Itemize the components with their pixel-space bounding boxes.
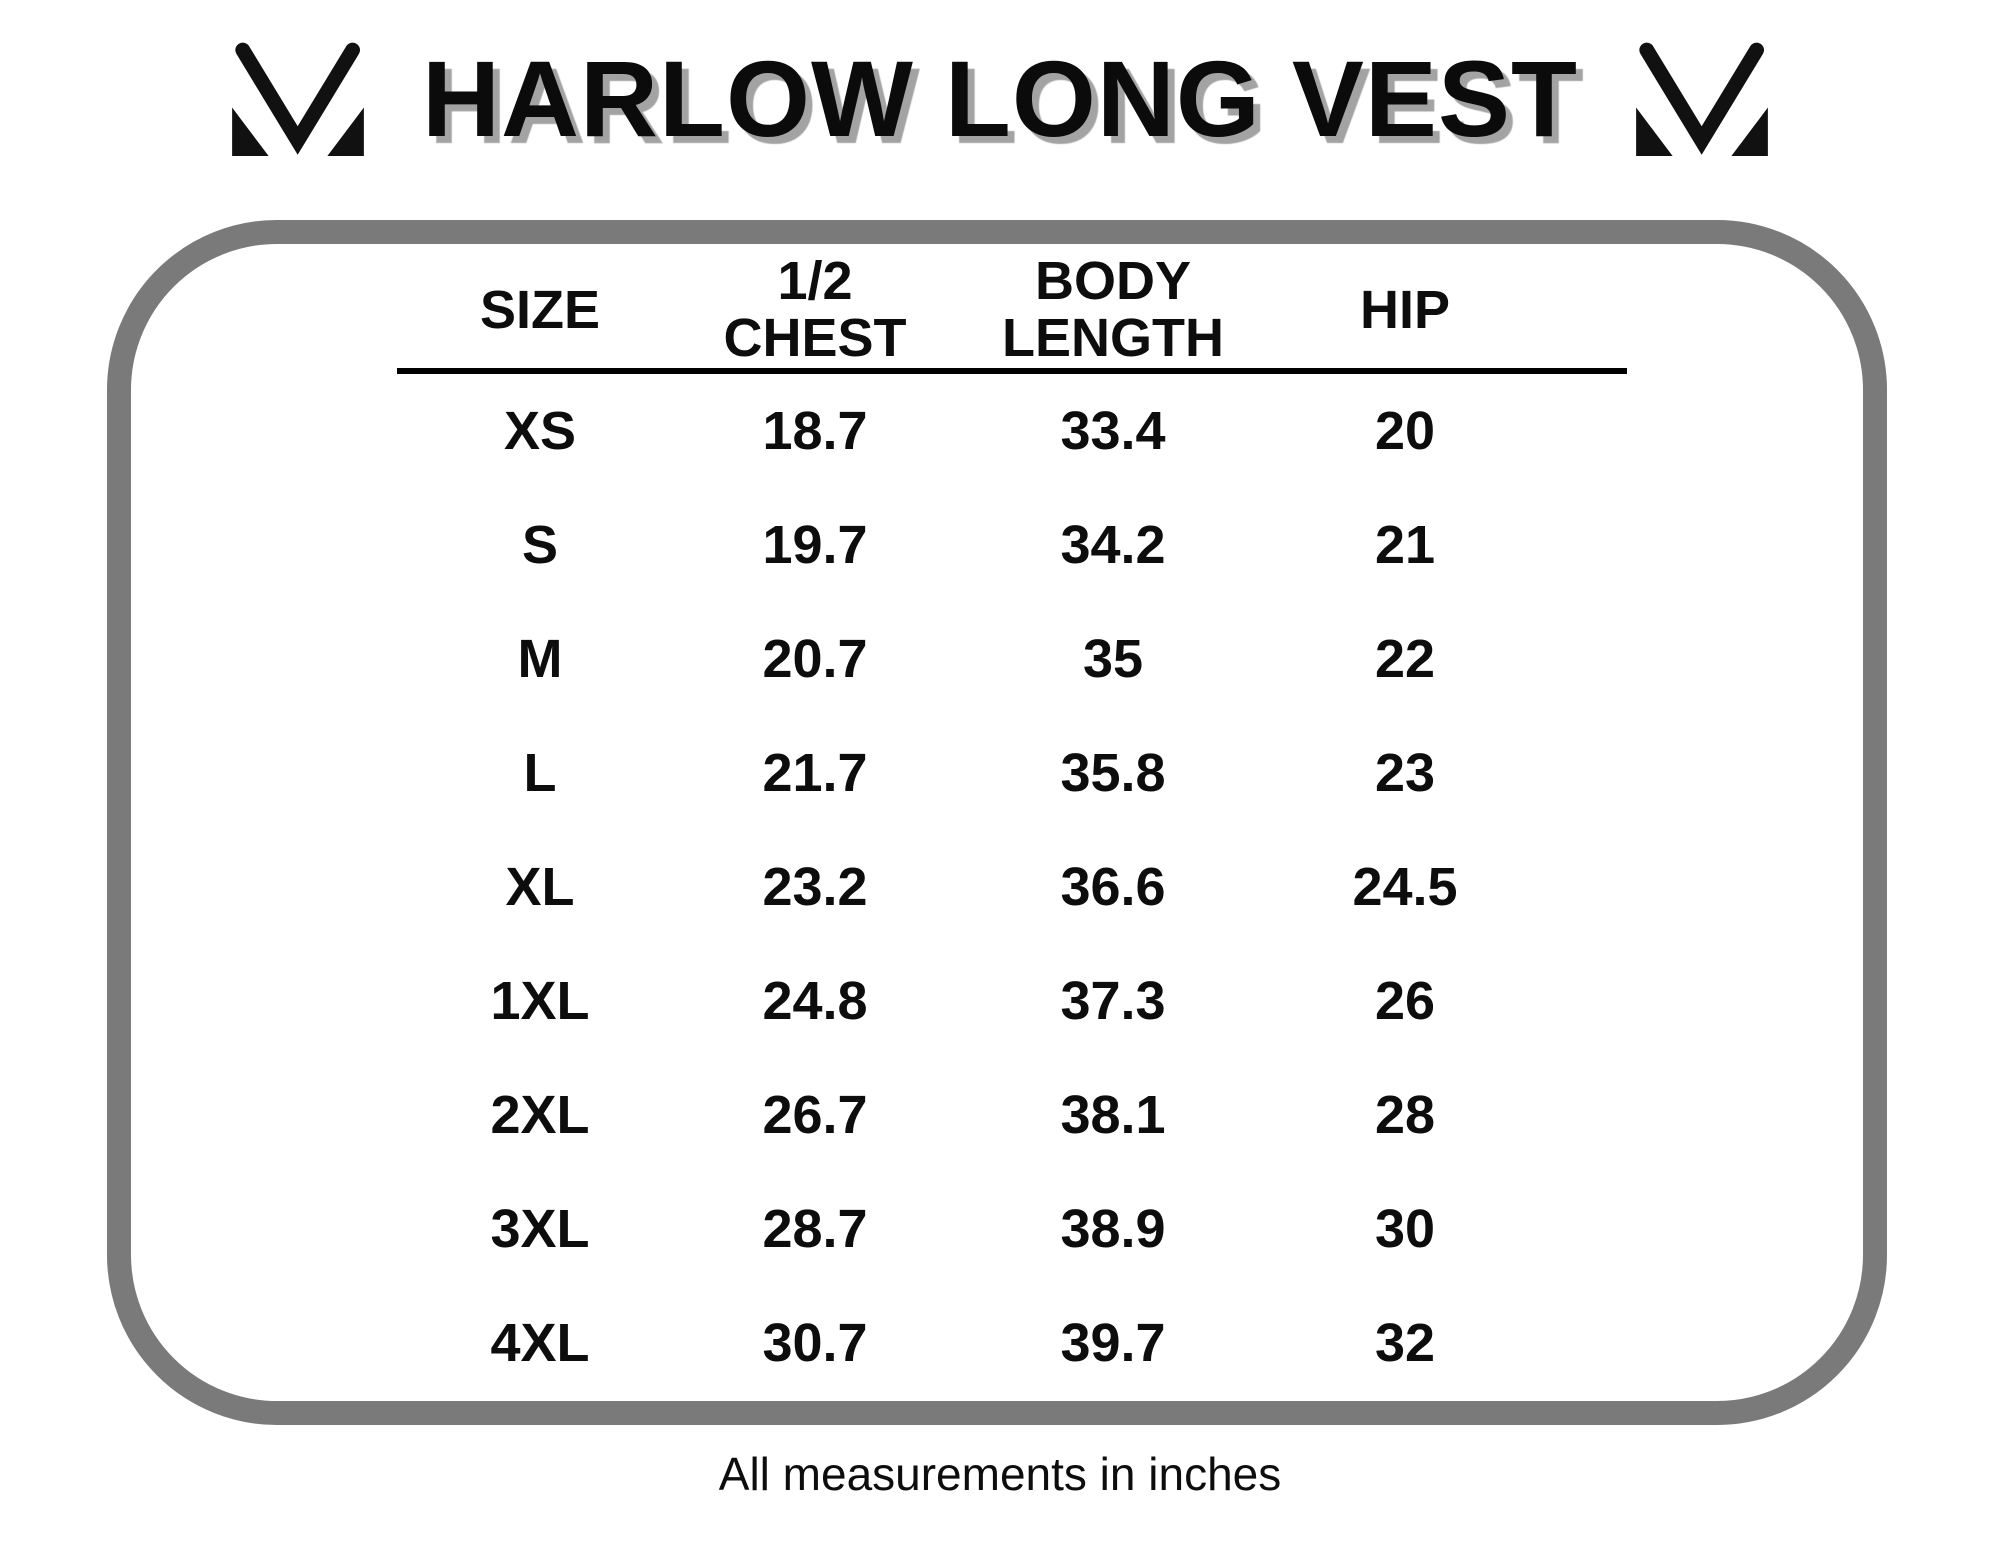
hip-cell: 21 <box>1374 515 1436 575</box>
half-chest-cell: 19.7 <box>762 515 868 575</box>
table-header-row: SIZE 1/2 CHEST BODY LENGTH HIP <box>397 252 1627 368</box>
body-length-cell: 33.4 <box>1060 401 1166 461</box>
hip-cell: 22 <box>1374 629 1436 689</box>
size-cell: 4XL <box>490 1313 590 1373</box>
body-length-cell: 38.1 <box>1060 1085 1166 1145</box>
body-length-cell: 35.8 <box>1060 743 1166 803</box>
table-row: 3XL 28.7 38.9 30 <box>397 1172 1627 1286</box>
page-title: HARLOW LONG VEST <box>422 38 1578 159</box>
hip-cell: 23 <box>1374 743 1436 803</box>
table-row: M 20.7 35 22 <box>397 602 1627 716</box>
column-header-hip: HIP <box>1359 279 1451 340</box>
table-row: 1XL 24.8 37.3 26 <box>397 944 1627 1058</box>
size-cell: 1XL <box>490 971 590 1031</box>
size-cell: 3XL <box>490 1199 590 1259</box>
body-length-cell: 37.3 <box>1060 971 1166 1031</box>
body-length-cell: 38.9 <box>1060 1199 1166 1259</box>
table-row: XS 18.7 33.4 20 <box>397 374 1627 488</box>
m-monogram-icon <box>232 42 364 156</box>
body-length-cell: 35 <box>1082 629 1144 689</box>
m-monogram-icon <box>1636 42 1768 156</box>
title-row: HARLOW LONG VEST <box>0 36 2000 161</box>
body-length-cell: 36.6 <box>1060 857 1166 917</box>
table-row: 4XL 30.7 39.7 32 <box>397 1286 1627 1400</box>
size-cell: M <box>517 629 563 689</box>
measurement-units-note: All measurements in inches <box>718 1448 1282 1500</box>
table-row: L 21.7 35.8 23 <box>397 716 1627 830</box>
half-chest-cell: 30.7 <box>762 1313 868 1373</box>
hip-cell: 26 <box>1374 971 1436 1031</box>
half-chest-cell: 26.7 <box>762 1085 868 1145</box>
body-length-cell: 39.7 <box>1060 1313 1166 1373</box>
half-chest-cell: 28.7 <box>762 1199 868 1259</box>
half-chest-cell: 23.2 <box>762 857 868 917</box>
hip-cell: 32 <box>1374 1313 1436 1373</box>
column-header-body-length: BODY LENGTH <box>1002 251 1224 368</box>
table-row: S 19.7 34.2 21 <box>397 488 1627 602</box>
half-chest-cell: 18.7 <box>762 401 868 461</box>
header-underline <box>397 368 1627 374</box>
table-row: 2XL 26.7 38.1 28 <box>397 1058 1627 1172</box>
half-chest-cell: 20.7 <box>762 629 868 689</box>
size-cell: XS <box>503 401 577 461</box>
hip-cell: 24.5 <box>1352 857 1458 917</box>
size-cell: 2XL <box>490 1085 590 1145</box>
size-cell: S <box>521 515 559 575</box>
body-length-cell: 34.2 <box>1060 515 1166 575</box>
hip-cell: 20 <box>1374 401 1436 461</box>
column-header-size: SIZE <box>479 279 601 340</box>
table-body: XS 18.7 33.4 20 S 19.7 34.2 21 M 20.7 35… <box>397 374 1627 1400</box>
half-chest-cell: 21.7 <box>762 743 868 803</box>
table-row: XL 23.2 36.6 24.5 <box>397 830 1627 944</box>
column-header-half-chest: 1/2 CHEST <box>723 251 907 368</box>
size-cell: L <box>523 743 557 803</box>
hip-cell: 28 <box>1374 1085 1436 1145</box>
size-cell: XL <box>505 857 575 917</box>
size-chart-frame: SIZE 1/2 CHEST BODY LENGTH HIP XS 18.7 3… <box>107 220 1887 1425</box>
hip-cell: 30 <box>1374 1199 1436 1259</box>
half-chest-cell: 24.8 <box>762 971 868 1031</box>
